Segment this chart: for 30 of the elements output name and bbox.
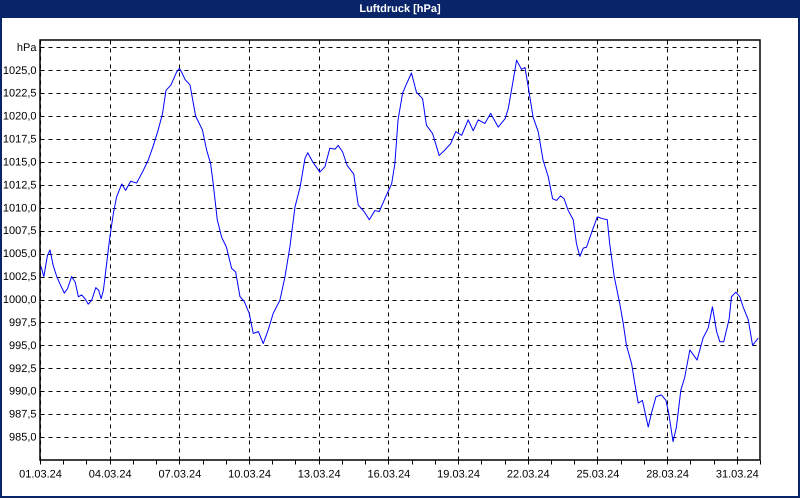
x-tick-label: 25.03.24	[576, 468, 620, 480]
y-tick-label: 990,0	[8, 386, 36, 398]
y-tick-label: 1020,0	[2, 110, 36, 123]
y-tick-label: hPa	[16, 42, 38, 54]
x-tick-label: 16.03.24	[367, 468, 410, 480]
y-tick-label: 1025,0	[2, 64, 36, 77]
y-tick-label: 1012,5	[2, 179, 36, 192]
y-tick-label: 1005,0	[2, 248, 36, 260]
y-tick-label: 1015,0	[2, 156, 36, 168]
y-tick-label: 992,5	[8, 362, 36, 375]
x-tick-label: 04.03.24	[88, 468, 132, 480]
chart-title: Luftdruck [hPa]	[2, 0, 798, 18]
y-tick-label: 1002,5	[2, 271, 36, 284]
y-tick-label: 985,0	[8, 432, 36, 444]
y-tick-label: 1022,5	[2, 88, 36, 100]
y-tick-label: 1007,5	[2, 225, 36, 238]
x-tick-label: 31.03.24	[716, 468, 759, 480]
y-tick-label: 1010,0	[2, 202, 36, 214]
x-tick-label: 10.03.24	[228, 468, 271, 480]
y-tick-label: 997,5	[8, 316, 36, 329]
x-tick-label: 01.03.24	[19, 468, 62, 480]
y-tick-label: 995,0	[8, 340, 36, 352]
x-tick-label: 07.03.24	[158, 468, 202, 480]
x-tick-label: 13.03.24	[298, 468, 341, 480]
x-tick-label: 19.03.24	[437, 468, 480, 480]
y-tick-label: 987,5	[8, 408, 36, 421]
x-tick-label: 28.03.24	[646, 468, 690, 480]
y-tick-label: 1000,0	[2, 294, 36, 306]
y-tick-label: 1017,5	[2, 134, 36, 146]
x-tick-label: 22.03.24	[506, 468, 550, 480]
